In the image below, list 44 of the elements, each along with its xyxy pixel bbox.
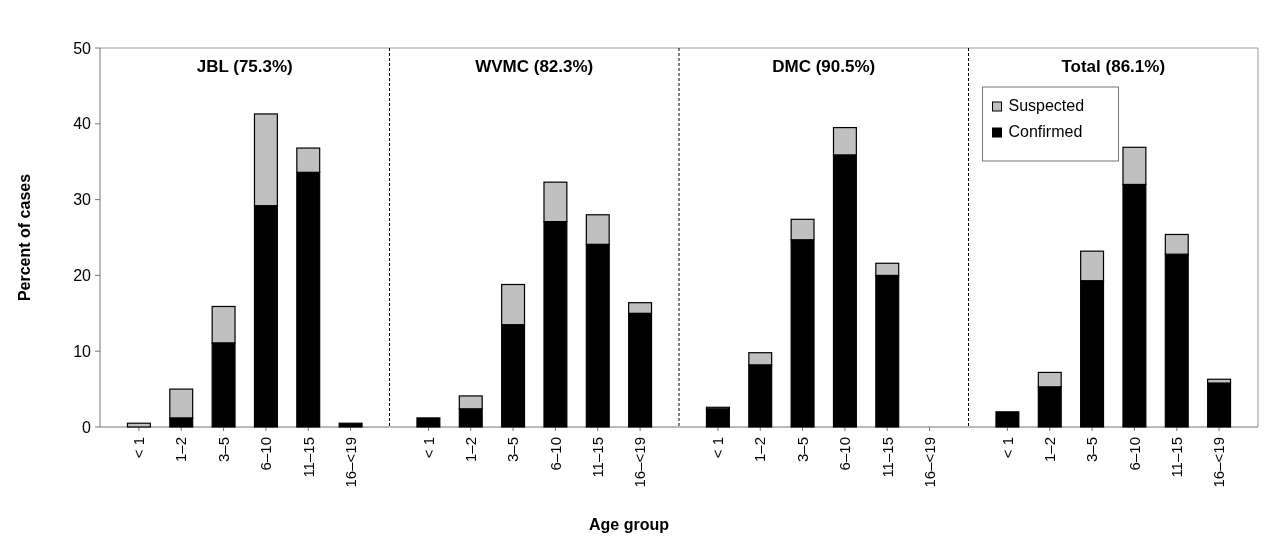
y-axis-title: Percent of cases [16,173,33,302]
x-tick-label: 11–15 [299,437,317,478]
x-tick-label: 11–15 [878,437,896,478]
x-axis-title: Age group [589,516,670,533]
x-tick-label: 3–5 [214,437,232,463]
x-tick-label: 16–<19 [341,437,359,488]
x-tick-label: 16–<19 [631,437,649,488]
x-tick-label: 11–15 [1168,437,1186,478]
x-tick-label: 16–<19 [1210,437,1228,488]
legend-label: Suspected [1008,97,1085,114]
y-tick-label: 0 [82,418,92,436]
x-tick-label: 1–2 [461,437,479,463]
y-tick-label: 30 [73,191,92,209]
x-tick-label: 3–5 [793,437,811,463]
x-tick-label: < 1 [998,437,1016,459]
bar [338,422,363,428]
x-tick-label: 11–15 [589,437,607,478]
x-tick-label: < 1 [709,437,727,459]
x-tick-label: < 1 [130,437,148,459]
x-tick-label: 6–10 [1125,437,1143,471]
x-tick-label: 1–2 [172,437,190,463]
text: DMC (90.5%) [772,57,876,76]
x-tick-label: 6–10 [836,437,854,471]
y-tick-label: 40 [73,115,92,133]
legend-label: Confirmed [1008,123,1083,140]
y-tick-label: 50 [73,39,92,57]
text: Total (86.1%) [1061,57,1166,76]
x-tick-label: 3–5 [504,437,522,463]
x-tick-label: 16–<19 [920,437,938,488]
x-tick-label: 1–2 [1040,437,1058,463]
y-tick-label: 10 [73,342,92,360]
bar [416,417,441,428]
y-tick-label: 20 [73,267,92,284]
x-tick-label: < 1 [419,437,437,459]
x-tick-label: 6–10 [546,437,564,471]
text: WVMC (82.3%) [475,57,594,76]
bar [1207,382,1232,428]
bar [126,422,151,428]
x-tick-label: 6–10 [257,437,275,471]
x-tick-label: 1–2 [751,437,769,463]
bar [995,411,1020,428]
text: JBL (75.3%) [196,57,293,76]
bar [705,408,730,428]
x-tick-label: 3–5 [1083,437,1101,463]
